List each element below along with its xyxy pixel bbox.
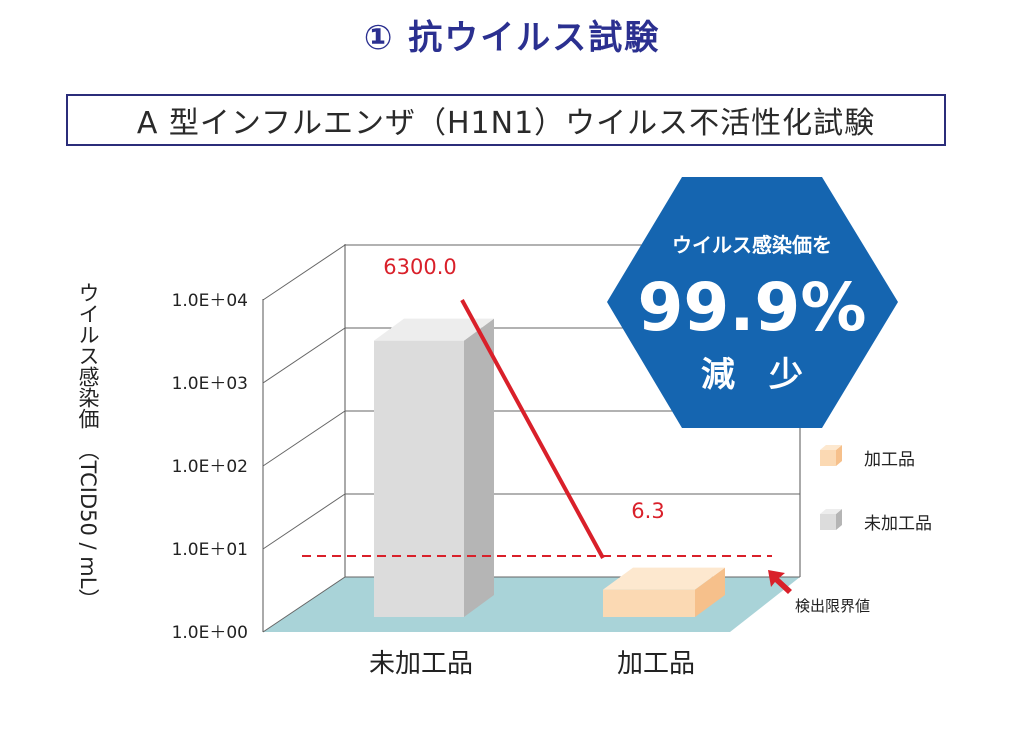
bar-treated-side — [695, 567, 725, 617]
bar-treated-front — [603, 589, 695, 617]
legend-swatch-treated-top — [820, 445, 842, 450]
detection-limit-annotation: 検出限界値 — [768, 570, 870, 615]
data-label-treated: 6.3 — [631, 499, 664, 523]
y-tick-label: 1.0E＋04 — [172, 291, 248, 311]
chart-subtitle: A 型インフルエンザ（H1N1）ウイルス不活性化試験 — [66, 94, 946, 146]
badge-hexagon — [607, 177, 898, 428]
data-label-untreated: 6300.0 — [383, 255, 456, 279]
y-tick-label: 1.0E＋02 — [172, 457, 248, 477]
legend-item-treated: 加工品 — [820, 445, 915, 470]
legend-item-untreated: 未加工品 — [820, 509, 932, 534]
legend-swatch-treated — [820, 450, 836, 466]
category-label-untreated: 未加工品 — [369, 649, 473, 679]
page-title: ① 抗ウイルス試験 — [363, 18, 661, 58]
legend-label-untreated: 未加工品 — [864, 514, 932, 534]
badge-line1: ウイルス感染価を — [672, 233, 832, 257]
bar-untreated-top — [374, 318, 494, 341]
y-tick-label: 1.0E＋01 — [172, 540, 248, 560]
category-label-treated: 加工品 — [617, 649, 695, 679]
badge-line3: 減 少 — [701, 355, 803, 395]
legend-swatch-untreated-side — [836, 509, 842, 530]
detection-limit-arrow-icon — [768, 570, 792, 594]
legend-swatch-untreated — [820, 514, 836, 530]
reduction-badge: ウイルス感染価を 99.9% 減 少 — [607, 177, 898, 428]
legend: 加工品 未加工品 — [820, 445, 932, 534]
bar-treated-top — [603, 567, 725, 590]
badge-value: 99.9% — [638, 269, 867, 346]
bar-untreated-side — [464, 318, 494, 617]
reduction-line — [460, 299, 605, 559]
legend-swatch-treated-side — [836, 445, 842, 466]
y-tick-label: 1.0E＋00 — [172, 623, 248, 643]
bar-untreated — [374, 318, 494, 617]
gridline — [262, 410, 800, 467]
gridline — [262, 493, 800, 550]
detection-limit-label: 検出限界値 — [795, 597, 870, 615]
bar-untreated-front — [374, 340, 464, 617]
y-axis-label: ウイルス感染価 （TCID50 / mL） — [76, 282, 100, 609]
legend-swatch-untreated-top — [820, 509, 842, 514]
bar-treated — [603, 567, 725, 617]
y-tick-label: 1.0E＋03 — [172, 374, 248, 394]
legend-label-treated: 加工品 — [864, 450, 915, 470]
